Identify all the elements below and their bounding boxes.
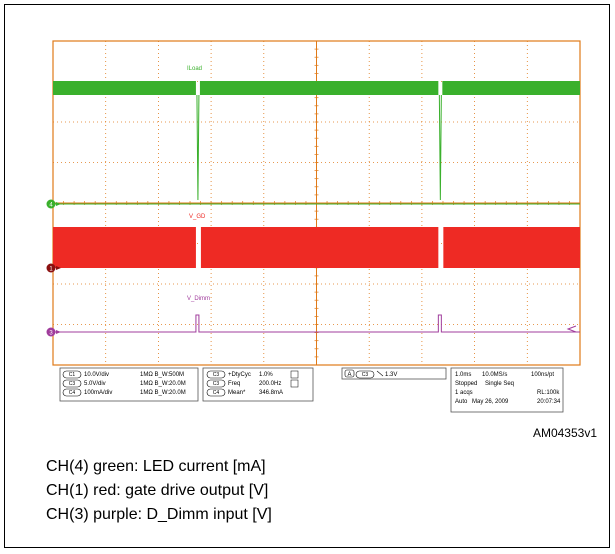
figure-id: AM04353v1 <box>532 426 597 440</box>
trigger-level: 1.3V <box>385 372 397 378</box>
series-band-iload <box>199 81 439 95</box>
trigger-mode: A <box>347 372 351 378</box>
channel-marker <box>46 263 56 273</box>
channel-chip-label: C3 <box>362 372 369 378</box>
channel-chip <box>206 388 226 397</box>
series-dip-iload <box>196 94 200 201</box>
channel-marker-arrow <box>56 266 61 270</box>
series-line-vdimm <box>53 314 580 333</box>
trigger-arrow <box>566 325 577 333</box>
readout-trigger-panel <box>341 367 447 380</box>
figure-frame <box>4 4 610 548</box>
channel-chip-label: C3 <box>213 372 220 378</box>
acquisition-count: 1 acqs <box>455 390 473 396</box>
channel-scale: 5.0V/div <box>84 381 106 387</box>
timebase-readout: 10.0MS/s <box>482 372 507 378</box>
measurement-icon <box>290 379 299 388</box>
measurement-value: 200.0Hz <box>259 381 281 387</box>
trigger-mode-chip <box>344 369 355 378</box>
readout-channels-panel <box>59 367 199 402</box>
readout-timebase-panel <box>450 367 564 413</box>
acquisition-state: Stopped <box>455 381 477 387</box>
trigger-auto: Auto <box>455 399 468 405</box>
channel-chip <box>62 370 82 379</box>
caption-line-3: CH(3) purple: D_Dimm input [V] <box>46 506 272 523</box>
measurement-name: +DtyCyc <box>228 372 251 378</box>
series-band-vgd <box>200 227 439 268</box>
channel-chip <box>62 379 82 388</box>
acquisition-mode: Single Seq <box>485 381 514 387</box>
timebase-readout: 100ns/pt <box>531 372 554 378</box>
capture-date: May 26, 2009 <box>472 399 509 405</box>
series-dip-iload <box>438 94 442 201</box>
channel-marker <box>46 199 56 209</box>
channel-marker-arrow <box>56 330 61 334</box>
series-band-iload <box>442 81 580 95</box>
channel-marker-label: 4 <box>49 202 53 208</box>
channel-scale: 10.0V/div <box>84 372 109 378</box>
measurement-icon <box>290 370 299 379</box>
series-band-vgd <box>53 227 196 268</box>
channel-chip-label: C3 <box>213 381 220 387</box>
channel-chip <box>355 370 375 379</box>
channel-chip-label: C3 <box>69 381 76 387</box>
trace-label-vgd: V_GD <box>189 214 206 220</box>
channel-chip <box>206 379 226 388</box>
channel-marker-arrow <box>56 202 61 206</box>
measurement-name: Freq <box>228 381 240 387</box>
channel-impedance: 1MΩ B_W:500M <box>140 372 184 378</box>
measurement-value: 346.8mA <box>259 390 283 396</box>
channel-marker <box>46 327 56 337</box>
caption-line-1: CH(4) green: LED current [mA] <box>46 458 266 475</box>
channel-chip-label: C4 <box>69 390 76 396</box>
channel-chip <box>62 388 82 397</box>
channel-chip-label: C4 <box>213 390 220 396</box>
trace-label-iload: ILoad <box>187 66 202 72</box>
record-length: RL:100k <box>537 390 560 396</box>
series-band-iload <box>53 81 196 95</box>
capture-time: 20:07:34 <box>537 399 561 405</box>
channel-marker-label: 1 <box>49 266 53 272</box>
channel-impedance: 1MΩ B_W:20.0M <box>140 381 186 387</box>
measurement-value: 1.0% <box>259 372 273 378</box>
caption-line-2: CH(1) red: gate drive output [V] <box>46 482 269 499</box>
channel-marker-label: 3 <box>49 330 53 336</box>
trigger-slope-icon <box>376 370 384 377</box>
series-band-vgd <box>443 227 580 268</box>
channel-chip <box>206 370 226 379</box>
trace-label-vdimm: V_Dimm <box>187 296 210 302</box>
oscilloscope-plot: ILoad V_GD V_Dimm 4 1 3 C1 10.0V/div 1MΩ B_W:500… <box>46 40 581 413</box>
channel-impedance: 1MΩ B_W:20.0M <box>140 390 186 396</box>
timebase-readout: 1.0ms <box>455 372 471 378</box>
channel-chip-label: C1 <box>69 372 76 378</box>
measurement-name: Mean* <box>228 390 246 396</box>
channel-scale: 100mA/div <box>84 390 112 396</box>
